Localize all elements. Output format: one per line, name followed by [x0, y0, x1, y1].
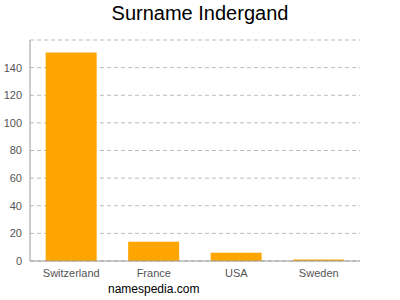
svg-text:France: France [137, 267, 171, 279]
svg-text:40: 40 [10, 200, 22, 212]
svg-text:60: 60 [10, 172, 22, 184]
svg-text:100: 100 [8, 117, 22, 129]
svg-text:0: 0 [16, 255, 22, 267]
svg-text:20: 20 [10, 227, 22, 239]
html-text:Surname Indergand: Surname Indergand [111, 2, 289, 24]
html-text:namespedia.com: namespedia.com [108, 282, 200, 296]
svg-text:120: 120 [8, 89, 22, 101]
svg-text:USA: USA [225, 267, 248, 279]
svg-text:140: 140 [8, 62, 22, 74]
svg-text:Sweden: Sweden [299, 267, 339, 279]
svg-text:80: 80 [10, 144, 22, 156]
svg-text:Switzerland: Switzerland [43, 267, 100, 279]
